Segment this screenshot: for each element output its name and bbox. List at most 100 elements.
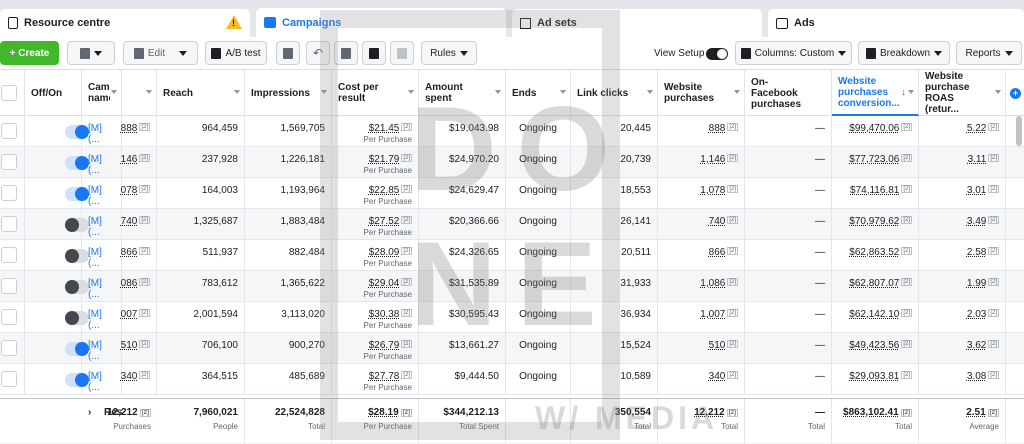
campaign-toggle[interactable] — [25, 333, 89, 364]
header-website-purchases-conversion[interactable]: Website purchases conversion... ↓ — [832, 70, 919, 116]
duplicate-button[interactable] — [67, 41, 115, 65]
cell-cpr: $22.85 [2] Per Purchase — [332, 178, 419, 209]
campaign-name-link[interactable]: [M] (... — [82, 147, 122, 178]
table-row[interactable]: [M] (... 866 [2] 511,937 882,484 $28.09 [2] Per… — [0, 240, 1024, 271]
tab-resource-centre[interactable]: Resource centre ! — [0, 9, 250, 37]
header-campaign-name[interactable]: Campaign name — [82, 70, 122, 116]
create-button[interactable]: + Create — [0, 41, 59, 65]
campaign-name-link[interactable]: [M] (... — [82, 271, 122, 302]
campaign-toggle[interactable] — [25, 116, 89, 147]
cell-wpcv: $77,723.06 [2] — [832, 147, 919, 178]
cell-value: 510 — [708, 340, 726, 351]
row-checkbox[interactable] — [0, 302, 25, 333]
header-website-purchases[interactable]: Website purchases — [658, 70, 745, 116]
cell-amount: $31,535.89 — [419, 271, 506, 302]
undo-button[interactable]: ↶ — [306, 41, 330, 65]
tab-label: Ads — [794, 17, 815, 29]
toggle-switch-icon — [65, 373, 89, 387]
tab-ads[interactable]: Ads — [768, 9, 1024, 37]
columns-button[interactable]: Columns: Custom — [735, 41, 852, 65]
chevron-down-icon — [560, 90, 566, 94]
row-checkbox[interactable] — [0, 364, 25, 395]
reports-button[interactable]: Reports — [956, 41, 1022, 65]
header-cost-per-result[interactable]: Cost per result — [332, 70, 419, 116]
header-off-on[interactable]: Off/On — [25, 70, 82, 116]
table-row[interactable]: [M] (... 888 [2] 964,459 1,569,705 $21.45 [2] P… — [0, 116, 1024, 147]
cell-value: 511,937 — [202, 247, 238, 258]
campaign-name-link[interactable]: [M] (... — [82, 209, 122, 240]
cell-ends: Ongoing — [506, 240, 571, 271]
cell-cpr: $30.38 [2] Per Purchase — [332, 302, 419, 333]
row-checkbox[interactable] — [0, 116, 25, 147]
footnote-badge: [2] — [988, 247, 999, 255]
campaign-toggle[interactable] — [25, 271, 89, 302]
row-checkbox[interactable] — [0, 240, 25, 271]
add-column-icon[interactable]: + — [1010, 88, 1021, 99]
footnote-badge: [2] — [400, 408, 412, 417]
campaign-toggle[interactable] — [25, 147, 89, 178]
table-row[interactable]: [M] (... 510 [2] 706,100 900,270 $26.79 [2] Per… — [0, 333, 1024, 364]
campaign-toggle[interactable] — [25, 178, 89, 209]
cell-value: $22.85 — [368, 185, 400, 196]
ab-test-button[interactable]: A/B test — [205, 41, 267, 65]
footnote-badge: [2] — [139, 278, 150, 286]
tab-campaigns[interactable]: Campaigns — [256, 8, 506, 37]
campaign-toggle[interactable] — [25, 209, 89, 240]
campaign-name-link[interactable]: [M] (... — [82, 364, 122, 395]
clipboard-button[interactable] — [276, 41, 300, 65]
rules-button[interactable]: Rules — [421, 41, 477, 65]
cell-impressions: 485,689 — [245, 364, 332, 395]
campaign-name-link[interactable]: [M] (... — [82, 116, 122, 147]
header-link-clicks[interactable]: Link clicks — [571, 70, 658, 116]
cell-value: 1,193,964 — [280, 185, 326, 196]
table-row[interactable]: [M] (... 740 [2] 1,325,687 1,883,484 $27.52 [2… — [0, 209, 1024, 240]
header-impressions[interactable]: Impressions — [245, 70, 332, 116]
cell-value: — — [815, 123, 825, 134]
row-checkbox[interactable] — [0, 333, 25, 364]
export-button[interactable] — [362, 41, 386, 65]
campaign-name-link[interactable]: [M] (... — [82, 240, 122, 271]
campaign-name-link[interactable]: [M] (... — [82, 302, 122, 333]
campaign-toggle[interactable] — [25, 364, 89, 395]
chevron-down-icon — [179, 50, 188, 56]
row-checkbox[interactable] — [0, 271, 25, 302]
tab-ad-sets[interactable]: Ad sets — [512, 9, 762, 37]
row-checkbox[interactable] — [0, 209, 25, 240]
cell-ofp: — — [745, 302, 832, 333]
warning-icon[interactable]: ! — [226, 15, 242, 29]
table-row[interactable]: [M] (... 146 [2] 237,928 1,226,181 $21.79 [2] P… — [0, 147, 1024, 178]
header-amount-spent[interactable]: Amount spent — [419, 70, 506, 116]
row-checkbox[interactable] — [0, 147, 25, 178]
toggle-switch-icon — [65, 249, 89, 263]
footer-results-value: 12,212 [2] — [107, 407, 151, 418]
table-row[interactable]: [M] (... 078 [2] 164,003 1,193,964 $22.85 [2] P… — [0, 178, 1024, 209]
vertical-scrollbar[interactable] — [1016, 116, 1022, 146]
campaign-name-link[interactable]: [M] (... — [82, 178, 122, 209]
per-purchase-label: Per Purchase — [363, 321, 412, 330]
cell-value: Ongoing — [519, 247, 557, 258]
campaign-name-link[interactable]: [M] (... — [82, 333, 122, 364]
view-setup-toggle[interactable] — [706, 48, 728, 63]
header-reach[interactable]: Reach — [157, 70, 245, 116]
header-results[interactable] — [122, 70, 157, 116]
cell-value: $28.09 — [368, 247, 400, 258]
chevron-right-icon[interactable]: › — [88, 407, 92, 418]
header-on-facebook-purchases[interactable]: On-Facebook purchases — [745, 70, 832, 116]
header-ends[interactable]: Ends — [506, 70, 571, 116]
cell-cpr: $21.45 [2] Per Purchase — [332, 116, 419, 147]
edit-button[interactable]: Edit — [123, 41, 198, 65]
table-row[interactable]: [M] (... 007 [2] 2,001,594 3,113,020 $30.38 [2… — [0, 302, 1024, 333]
header-roas[interactable]: Website purchase ROAS (retur... — [919, 70, 1006, 116]
delete-button[interactable] — [334, 41, 358, 65]
campaign-toggle[interactable] — [25, 240, 89, 271]
breakdown-button[interactable]: Breakdown — [858, 41, 950, 65]
campaign-toggle[interactable] — [25, 302, 89, 333]
cell-value: 1,078 — [700, 185, 726, 196]
columns-icon — [740, 47, 751, 59]
footer-impressions: 22,524,828 Total — [245, 399, 332, 444]
tag-button[interactable] — [390, 41, 414, 65]
table-row[interactable]: [M] (... 340 [2] 364,515 485,689 $27.78 [2] Per… — [0, 364, 1024, 395]
row-checkbox[interactable] — [0, 178, 25, 209]
select-all-checkbox[interactable] — [0, 70, 25, 116]
table-row[interactable]: [M] (... 086 [2] 783,612 1,365,622 $29.04 [2] P… — [0, 271, 1024, 302]
